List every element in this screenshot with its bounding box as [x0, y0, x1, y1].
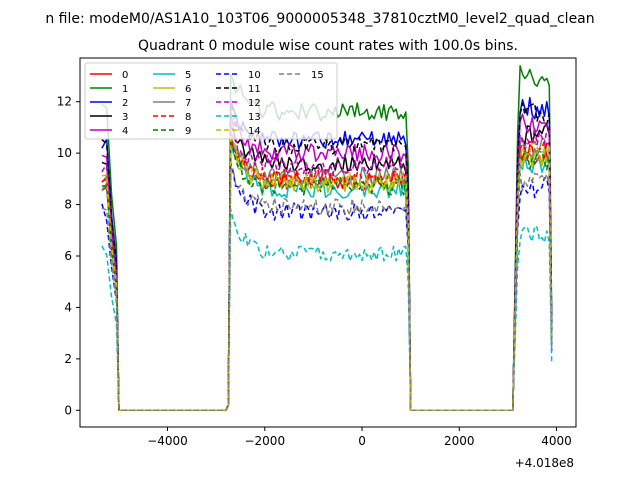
x-tick-label: 2000	[444, 434, 475, 448]
y-tick-label: 6	[64, 249, 72, 263]
y-tick-label: 0	[64, 403, 72, 417]
legend-label: 13	[248, 112, 261, 123]
series-line-module-11	[101, 102, 553, 412]
y-tick-label: 12	[57, 95, 72, 109]
legend-label: 4	[122, 126, 128, 137]
legend-label: 15	[311, 70, 324, 81]
legend-label: 14	[248, 126, 261, 137]
legend-label: 3	[122, 112, 128, 123]
y-tick-label: 4	[64, 300, 72, 314]
legend-label: 5	[185, 70, 191, 81]
x-tick-label: 4000	[541, 434, 572, 448]
series-line-module-14	[101, 134, 553, 412]
x-tick-label: −2000	[244, 434, 285, 448]
x-offset-label: +4.018e8	[515, 456, 574, 470]
legend-label: 8	[185, 112, 191, 123]
legend-label: 0	[122, 70, 128, 81]
y-tick-label: 10	[57, 146, 72, 160]
legend-label: 11	[248, 84, 261, 95]
y-axis: 0 2 4 6 8 10 12	[57, 95, 80, 417]
legend-label: 12	[248, 98, 261, 109]
x-tick-label: −4000	[147, 434, 188, 448]
series-line-module-9	[101, 142, 553, 412]
series-line-module-15	[101, 168, 553, 412]
legend-label: 6	[185, 84, 191, 95]
legend-label: 7	[185, 98, 191, 109]
legend-label: 1	[122, 84, 128, 95]
legend-label: 2	[122, 98, 128, 109]
x-axis: −4000 −2000 0 2000 4000	[147, 427, 572, 448]
series-line-module-10	[101, 162, 553, 412]
legend-label: 10	[248, 70, 261, 81]
figure-suptitle: n file: modeM0/AS1A10_103T06_9000005348_…	[45, 11, 594, 27]
legend-box	[84, 62, 338, 140]
x-tick-label: 0	[358, 434, 366, 448]
axes-frame	[79, 57, 577, 428]
y-tick-label: 8	[64, 198, 72, 212]
chart-title: Quadrant 0 module wise count rates with …	[138, 38, 518, 54]
legend-label: 9	[185, 126, 191, 137]
y-tick-label: 2	[64, 352, 72, 366]
